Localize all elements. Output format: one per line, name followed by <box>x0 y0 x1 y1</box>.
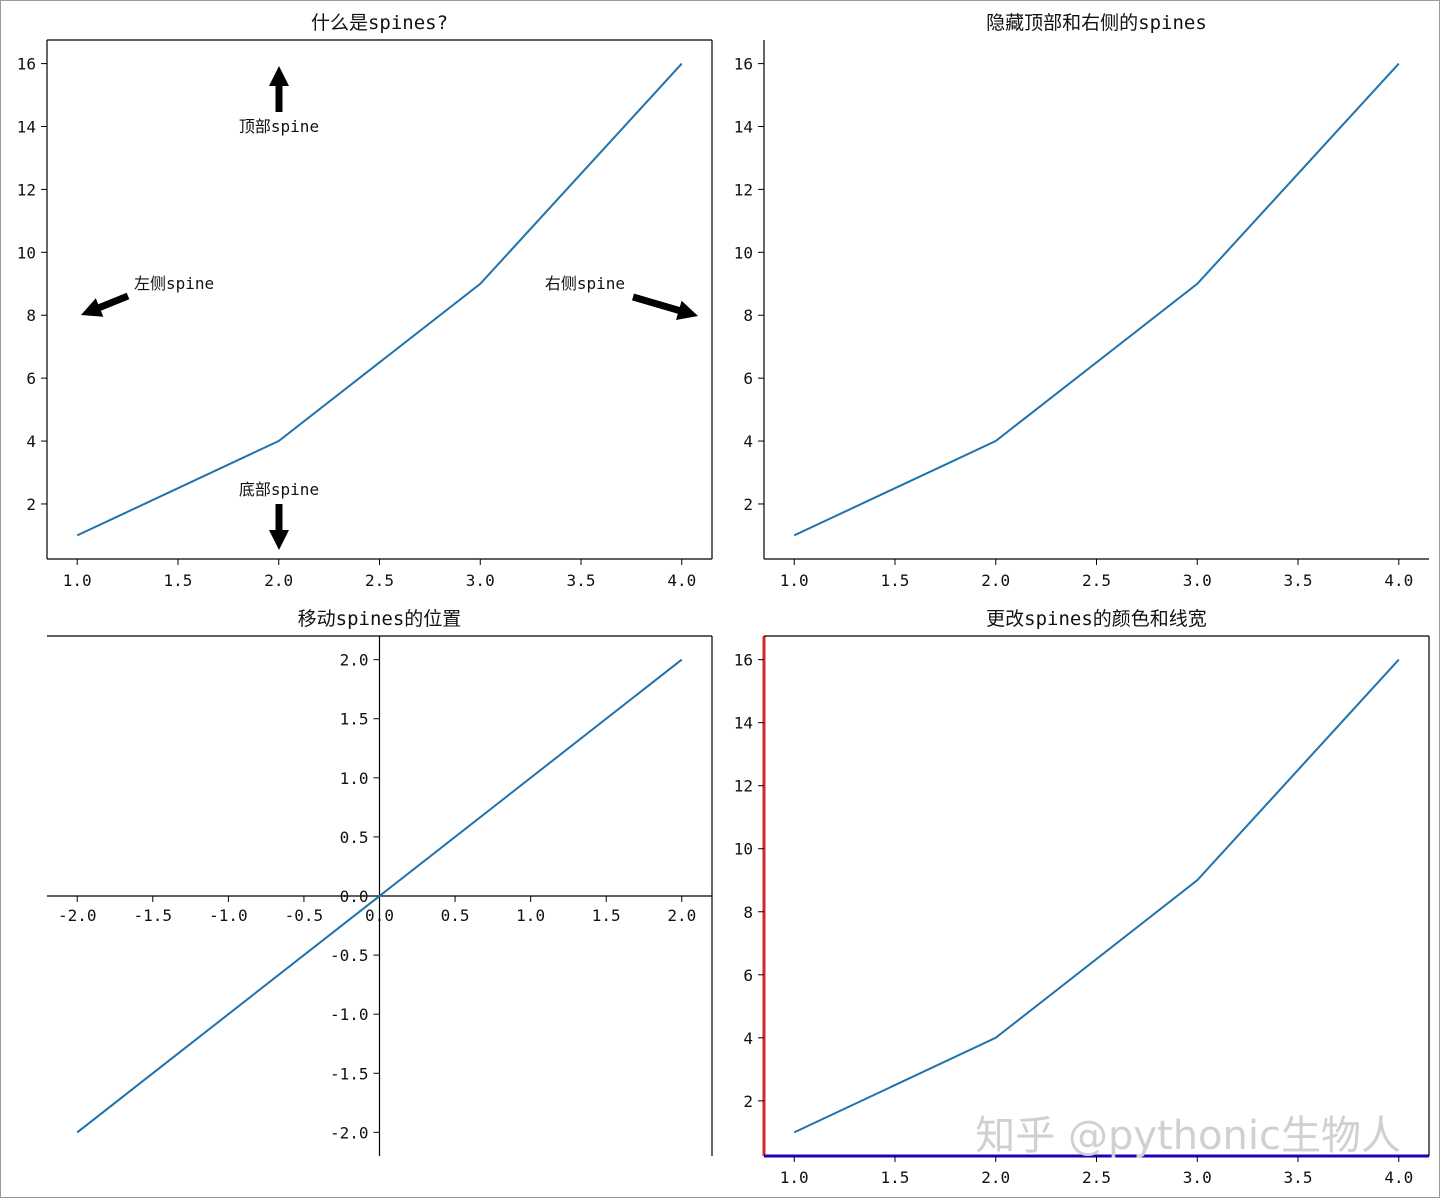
subplot-title: 什么是spines? <box>311 12 448 34</box>
x-tick-label: 4.0 <box>1384 1168 1413 1187</box>
y-tick-label: 1.5 <box>340 710 369 729</box>
x-tick-label: 0.5 <box>441 906 470 925</box>
y-tick-label: 4 <box>743 432 753 451</box>
arrow-down-icon <box>269 504 289 550</box>
y-tick-label: -2.0 <box>330 1123 369 1142</box>
x-tick-label: -1.5 <box>134 906 173 925</box>
subplot-title: 更改spines的颜色和线宽 <box>986 608 1207 630</box>
spines <box>762 635 1430 1158</box>
y-tick-label: 2 <box>26 495 36 514</box>
y-tick-label: 14 <box>734 118 753 137</box>
y-tick-label: 1.0 <box>340 769 369 788</box>
y-tick-label: 10 <box>17 243 36 262</box>
y-tick-label: 8 <box>743 903 753 922</box>
spines <box>46 39 713 560</box>
x-tick-label: 2.0 <box>667 906 696 925</box>
annotation-top: 顶部spine <box>239 117 319 136</box>
x-tick-label: 3.0 <box>466 571 495 590</box>
y-tick-label: 4 <box>26 432 36 451</box>
y-tick-label: 10 <box>734 840 753 859</box>
x-tick-label: 1.5 <box>592 906 621 925</box>
y-tick-label: 14 <box>734 714 753 733</box>
y-tick-label: 12 <box>734 777 753 796</box>
x-tick-label: -0.5 <box>285 906 324 925</box>
x-tick-label: 1.0 <box>780 1168 809 1187</box>
arrow-up-icon <box>269 66 289 112</box>
spines <box>763 40 1429 560</box>
y-tick-label: 16 <box>734 55 753 74</box>
series-line <box>793 658 1400 1134</box>
y-tick-label: 4 <box>743 1029 753 1048</box>
y-tick-label: 10 <box>734 243 753 262</box>
x-tick-label: -2.0 <box>58 906 97 925</box>
y-tick-label: 12 <box>734 180 753 199</box>
y-tick-label: 14 <box>17 118 36 137</box>
y-tick-label: 2.0 <box>340 651 369 670</box>
x-tick-label: 2.5 <box>365 571 394 590</box>
y-tick-label: 6 <box>26 369 36 388</box>
x-tick-label: 1.0 <box>516 906 545 925</box>
annotation-bottom: 底部spine <box>239 480 319 499</box>
x-tick-label: 1.5 <box>881 571 910 590</box>
x-tick-label: 2.5 <box>1082 1168 1111 1187</box>
y-tick-label: 16 <box>17 55 36 74</box>
x-tick-label: 2.0 <box>264 571 293 590</box>
y-tick-label: 2 <box>743 495 753 514</box>
series-line <box>793 62 1400 537</box>
x-tick-label: -1.0 <box>209 906 248 925</box>
x-tick-label: 3.5 <box>1284 571 1313 590</box>
series-line <box>76 62 683 537</box>
x-tick-label: 0.0 <box>365 906 394 925</box>
subplot-4: 更改spines的颜色和线宽 1.0 1.5 2.0 2.5 3.0 3.5 4.0 2 4 6 8 1… <box>734 608 1430 1187</box>
annotations: 顶部spine 左侧spine 右侧spine 底部spine <box>81 66 698 550</box>
x-tick-label: 4.0 <box>667 571 696 590</box>
x-tick-label: 1.0 <box>63 571 92 590</box>
y-tick-label: -0.5 <box>330 946 369 965</box>
x-tick-label: 2.0 <box>981 571 1010 590</box>
x-tick-label: 4.0 <box>1384 571 1413 590</box>
x-tick-label: 1.5 <box>164 571 193 590</box>
x-tick-label: 3.5 <box>1284 1168 1313 1187</box>
x-tick-label: 3.0 <box>1183 1168 1212 1187</box>
x-tick-label: 2.5 <box>1082 571 1111 590</box>
series-line <box>76 658 683 1134</box>
y-tick-label: 6 <box>743 966 753 985</box>
x-tick-label: 3.0 <box>1183 571 1212 590</box>
annotation-left: 左侧spine <box>134 274 214 293</box>
x-tick-label: 1.0 <box>780 571 809 590</box>
y-tick-label: 8 <box>743 306 753 325</box>
y-tick-label: -1.5 <box>330 1064 369 1083</box>
y-tick-label: -1.0 <box>330 1005 369 1024</box>
subplot-1: 什么是spines? 1.0 1.5 2.0 2.5 3.0 3.5 4.0 2 4 6 8 10 12 1… <box>17 12 713 590</box>
y-tick-label: 2 <box>743 1092 753 1111</box>
x-tick-label: 3.5 <box>567 571 596 590</box>
y-tick-label: 8 <box>26 306 36 325</box>
subplot-title: 移动spines的位置 <box>298 608 462 630</box>
y-tick-label: 16 <box>734 651 753 670</box>
y-tick-label: 6 <box>743 369 753 388</box>
subplot-2: 隐藏顶部和右侧的spines 1.0 1.5 2.0 2.5 3.0 3.5 4.0 2 4 6 8 1… <box>734 12 1429 590</box>
subplot-title: 隐藏顶部和右侧的spines <box>986 12 1207 34</box>
y-tick-label: 0.5 <box>340 828 369 847</box>
watermark-text: 知乎 @pythonic生物人 <box>975 1113 1401 1159</box>
annotation-right: 右侧spine <box>545 274 625 293</box>
x-tick-label: 2.0 <box>981 1168 1010 1187</box>
x-tick-label: 1.5 <box>881 1168 910 1187</box>
y-tick-label: 0.0 <box>340 887 369 906</box>
arrow-left-icon <box>81 292 130 317</box>
subplot-3: 移动spines的位置 -2.0 -1.5 -1.0 -0.5 0.0 0.5 1.0 1.5 2… <box>47 608 713 1156</box>
y-tick-label: 12 <box>17 180 36 199</box>
arrow-right-icon <box>632 293 698 320</box>
